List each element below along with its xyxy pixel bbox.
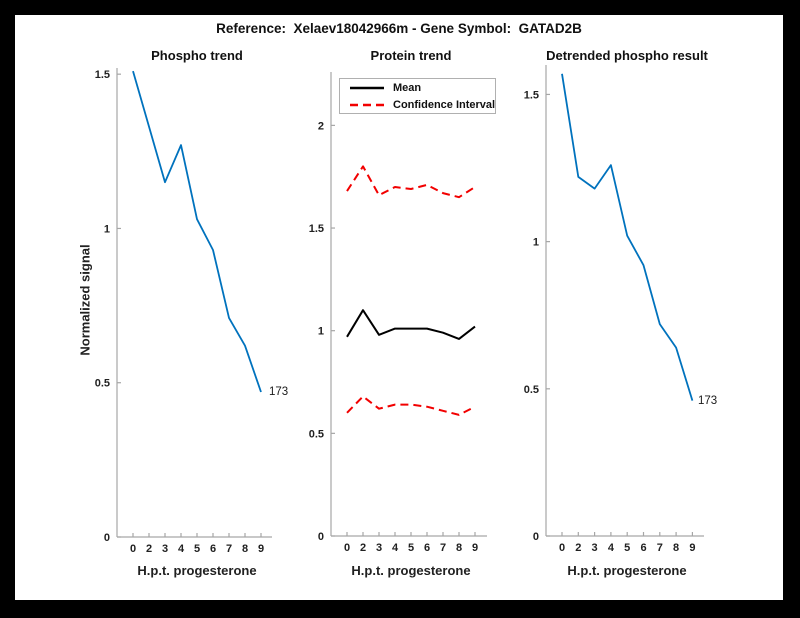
x-tick-label: 0	[344, 542, 350, 554]
x-axis-label-protein: H.p.t. progesterone	[351, 563, 471, 578]
y-tick-label: 1.5	[524, 89, 539, 101]
y-tick-label: 2	[318, 120, 324, 132]
legend-label-mean: Mean	[393, 81, 422, 94]
x-tick-label: 8	[673, 542, 679, 554]
figure-title: Reference: Xelaev18042966m - Gene Symbol…	[216, 21, 582, 36]
y-tick-label: 0	[533, 531, 539, 543]
x-tick-label: 0	[130, 543, 136, 555]
x-tick-label: 2	[575, 542, 581, 554]
x-tick-label: 4	[608, 542, 615, 554]
phospho-signal-line	[132, 70, 262, 393]
detrended-phospho-plot: 0 2 3 4 5 6 7 8 900.511.5	[524, 65, 704, 554]
y-tick-label: 1.5	[95, 69, 110, 81]
x-tick-label: 9	[258, 543, 264, 555]
x-tick-label: 5	[408, 542, 414, 554]
x-tick-label: 9	[689, 542, 695, 554]
x-tick-label: 0	[559, 542, 565, 554]
x-tick-label: 6	[424, 542, 430, 554]
x-tick-label: 7	[440, 542, 446, 554]
y-tick-label: 0.5	[524, 384, 539, 396]
y-tick-label: 1	[318, 326, 324, 338]
x-axis-label-phospho: H.p.t. progesterone	[137, 563, 257, 578]
x-axis-label-detrended: H.p.t. progesterone	[567, 563, 687, 578]
y-tick-label: 1	[104, 223, 110, 235]
subplot-detrended-title: Detrended phospho result	[546, 48, 708, 63]
mean-line	[346, 309, 476, 340]
y-tick-label: 1	[533, 237, 539, 249]
legend-item-mean: Mean	[340, 79, 495, 96]
x-tick-label: 4	[392, 542, 399, 554]
x-tick-label: 7	[226, 543, 232, 555]
protein-trend-plot: 0 2 3 4 5 6 7 8 900.511.52	[309, 72, 487, 554]
x-tick-label: 2	[360, 542, 366, 554]
phospho-trend-plot: 0 2 3 4 5 6 7 8 900.511.5	[95, 68, 272, 555]
subplot-phospho-title: Phospho trend	[151, 48, 243, 63]
subplot-protein-title: Protein trend	[370, 48, 452, 63]
confidence-interval-line-sample-icon	[350, 103, 384, 106]
x-tick-label: 5	[624, 542, 630, 554]
x-tick-label: 6	[210, 543, 216, 555]
x-tick-label: 3	[592, 542, 598, 554]
x-tick-label: 3	[162, 543, 168, 555]
x-tick-label: 6	[640, 542, 646, 554]
figure: Reference: Xelaev18042966m - Gene Symbol…	[15, 15, 783, 600]
legend-label-confidence-interval: Confidence Interval	[393, 98, 496, 111]
mean-line-sample-icon	[350, 86, 384, 89]
confidence-interval-upper-line	[346, 165, 476, 199]
confidence-interval-lower-line	[346, 395, 476, 416]
y-tick-label: 1.5	[309, 223, 324, 235]
x-tick-label: 2	[146, 543, 152, 555]
x-tick-label: 3	[376, 542, 382, 554]
endpoint-label-detrended: 173	[698, 395, 718, 407]
detrended-phospho-signal-line	[561, 73, 694, 401]
x-tick-label: 8	[456, 542, 462, 554]
endpoint-label-phospho: 173	[269, 386, 289, 398]
x-tick-label: 5	[194, 543, 200, 555]
y-tick-label: 0.5	[95, 378, 110, 390]
x-tick-label: 9	[472, 542, 478, 554]
x-tick-label: 7	[657, 542, 663, 554]
x-tick-label: 4	[178, 543, 185, 555]
y-tick-label: 0	[318, 531, 324, 543]
x-tick-label: 8	[242, 543, 248, 555]
y-tick-label: 0.5	[309, 428, 324, 440]
legend-item-confidence-interval: Confidence Interval	[340, 96, 495, 113]
legend: Mean Confidence Interval	[339, 78, 496, 114]
y-tick-label: 0	[104, 532, 110, 544]
